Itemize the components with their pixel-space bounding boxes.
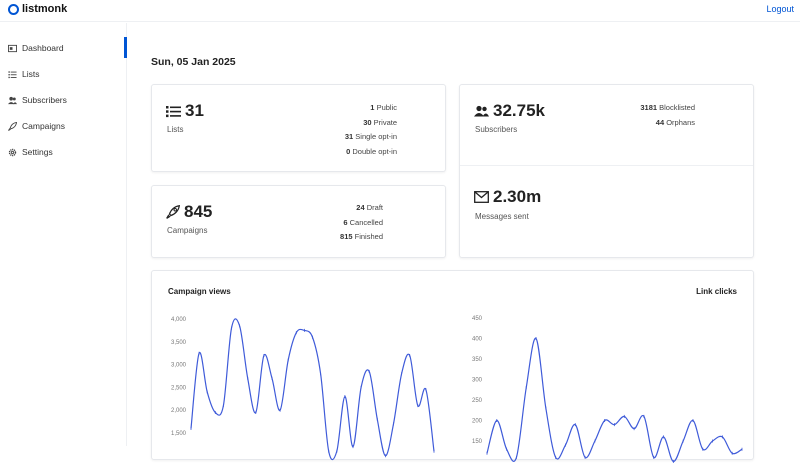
subscribers-count-wrap: 32.75k [474,101,545,121]
lists-breakdown: 1 Public 30 Private 31 Single opt-in 0 D… [345,101,397,159]
y-tick-label: 2,500 [171,385,187,391]
stat-label: Private [373,117,397,127]
stat-draft: 24 Draft [340,201,383,216]
logo-icon [8,3,19,15]
card-divider [460,165,753,166]
stat-double-optin: 0 Double opt-in [345,145,397,160]
stat-label: Public [376,103,397,112]
y-tick-label: 2,000 [171,408,187,414]
gear-icon [8,148,17,156]
messages-label: Messages sent [475,212,529,221]
stat-label: Finished [354,232,383,241]
y-tick-label: 1,500 [171,431,187,437]
active-indicator [124,37,127,58]
subscribers-card: 32.75k Subscribers 3181 Blocklisted 44 O… [459,84,754,258]
stat-private: 30 Private [345,116,397,131]
y-tick-label: 450 [472,316,483,322]
lists-label: Lists [167,125,184,134]
stat-finished: 815 Finished [340,230,383,245]
stat-label: Double opt-in [352,146,397,156]
campaigns-label: Campaigns [167,226,208,235]
stat-value: 30 [363,117,372,127]
charts-card: Campaign views Link clicks 4,000 3,500 3,0… [151,270,754,463]
campaigns-breakdown: 24 Draft 6 Cancelled 815 Finished [340,201,383,245]
y-tick-label: 300 [472,378,483,384]
subscribers-breakdown: 3181 Blocklisted 44 Orphans [640,101,695,130]
link-clicks-chart: 450 400 350 300 250 200 150 [472,316,743,463]
logo-text: listmonk [22,3,68,15]
y-tick-label: 250 [472,398,483,404]
y-tick-label: 4,000 [171,317,187,323]
sidebar-item-settings[interactable]: Settings [8,145,53,159]
stat-value: 31 [344,132,354,141]
stat-label: Orphans [666,117,695,127]
sidebar-item-label: Settings [22,147,53,157]
campaign-views-title: Campaign views [168,287,231,296]
stat-cancelled: 6 Cancelled [340,216,383,231]
users-icon [474,105,489,116]
mail-icon [474,191,489,203]
sidebar-item-dashboard[interactable]: Dashboard [8,41,64,55]
campaigns-count: 845 [184,202,213,221]
sidebar-item-label: Campaigns [22,121,65,131]
stat-label: Draft [366,203,383,212]
main-content: Sun, 05 Jan 2025 31 Lists 1 Public 30 Pr… [128,23,800,463]
messages-count: 2.30m [493,187,542,206]
y-tick-label: 350 [472,357,483,363]
stat-value: 44 [655,117,665,127]
link-clicks-title: Link clicks [696,287,737,296]
list-icon [8,70,17,78]
logout-link[interactable]: Logout [766,4,794,14]
y-tick-label: 3,000 [171,363,187,369]
campaigns-count-wrap: 845 [166,202,212,222]
stat-orphans: 44 Orphans [640,116,695,131]
list-icon [166,105,181,117]
y-tick-label: 200 [472,419,483,425]
rocket-icon [166,205,180,219]
users-icon [8,96,17,104]
stat-value: 1 [370,103,375,112]
stat-blocklisted: 3181 Blocklisted [640,101,695,116]
stat-value: 6 [343,217,348,227]
series-line [190,318,435,461]
stat-value: 815 [340,232,353,241]
page-title: Sun, 05 Jan 2025 [151,56,236,68]
campaign-views-chart: 4,000 3,500 3,000 2,500 2,000 1,500 [171,317,435,461]
sidebar-item-label: Lists [22,69,40,79]
stat-value: 24 [356,203,365,212]
stat-single-optin: 31 Single opt-in [345,130,397,145]
subscribers-label: Subscribers [475,125,518,134]
rocket-icon [8,121,17,131]
sidebar-item-subscribers[interactable]: Subscribers [8,93,67,107]
sidebar: Dashboard Lists Subscribers Campaigns Se… [0,23,127,446]
subscribers-count: 32.75k [493,101,545,120]
top-bar: listmonk Logout [0,0,800,22]
stat-value: 3181 [640,103,658,112]
sidebar-item-campaigns[interactable]: Campaigns [8,119,65,133]
stat-value: 0 [346,146,351,156]
y-tick-label: 150 [472,439,483,445]
stat-label: Blocklisted [659,103,695,112]
series-line [486,337,743,463]
dashboard-icon [8,44,17,52]
logo[interactable]: listmonk [8,3,67,15]
y-tick-label: 400 [472,337,483,343]
lists-count: 31 [185,101,204,120]
stat-label: Single opt-in [355,132,397,141]
stat-label: Cancelled [349,217,383,227]
sidebar-item-label: Dashboard [22,43,64,53]
messages-count-wrap: 2.30m [474,187,541,207]
stat-public: 1 Public [345,101,397,116]
lists-card: 31 Lists 1 Public 30 Private 31 Single o… [151,84,446,172]
sidebar-item-label: Subscribers [22,95,67,105]
lists-count-wrap: 31 [166,101,204,121]
sidebar-item-lists[interactable]: Lists [8,67,39,81]
y-tick-label: 3,500 [171,340,187,346]
campaigns-card: 845 Campaigns 24 Draft 6 Cancelled 815 F… [151,185,446,258]
